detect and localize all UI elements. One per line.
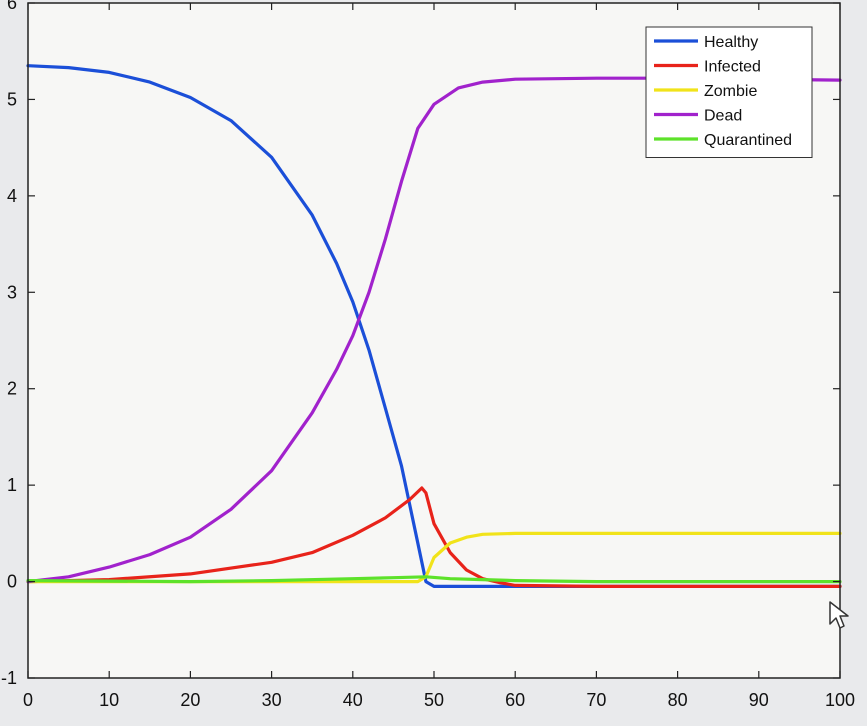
x-tick-label: 70	[586, 690, 606, 710]
y-tick-label: 3	[7, 282, 17, 302]
y-tick-label: 4	[7, 186, 17, 206]
legend-label-quarantined: Quarantined	[704, 132, 792, 149]
x-tick-label: 10	[99, 690, 119, 710]
x-tick-label: 0	[23, 690, 33, 710]
y-tick-label: 1	[7, 475, 17, 495]
y-tick-label: 2	[7, 379, 17, 399]
mouse-cursor-icon	[828, 600, 850, 637]
x-tick-label: 40	[343, 690, 363, 710]
y-tick-label: 0	[7, 572, 17, 592]
series-line-zombie	[26, 531, 842, 584]
series-line-dead	[26, 76, 842, 584]
x-tick-label: 90	[749, 690, 769, 710]
y-tick-label: -1	[1, 668, 17, 688]
x-tick-label: 50	[424, 690, 444, 710]
legend: Healthy Infected Zombie Dead Quarantined	[645, 26, 813, 158]
series-line-infected	[26, 486, 842, 588]
legend-label-infected: Infected	[704, 59, 761, 76]
legend-box	[645, 26, 813, 158]
x-tick-label: 20	[180, 690, 200, 710]
x-tick-label: 80	[668, 690, 688, 710]
y-tick-label: 6	[7, 0, 17, 13]
y-tick-label: 5	[7, 89, 17, 109]
series-line-quarantined	[26, 575, 842, 584]
series-layer	[26, 64, 842, 588]
legend-label-healthy: Healthy	[704, 34, 758, 51]
tick-labels: 0 10 20 30 40 50 60 70 80 90 100 -1 0 1 2 3 4 5 6	[1, 0, 855, 710]
x-tick-label: 60	[505, 690, 525, 710]
legend-label-dead: Dead	[704, 108, 742, 125]
x-tick-label: 100	[825, 690, 855, 710]
x-tick-label: 30	[262, 690, 282, 710]
legend-label-zombie: Zombie	[704, 83, 757, 100]
